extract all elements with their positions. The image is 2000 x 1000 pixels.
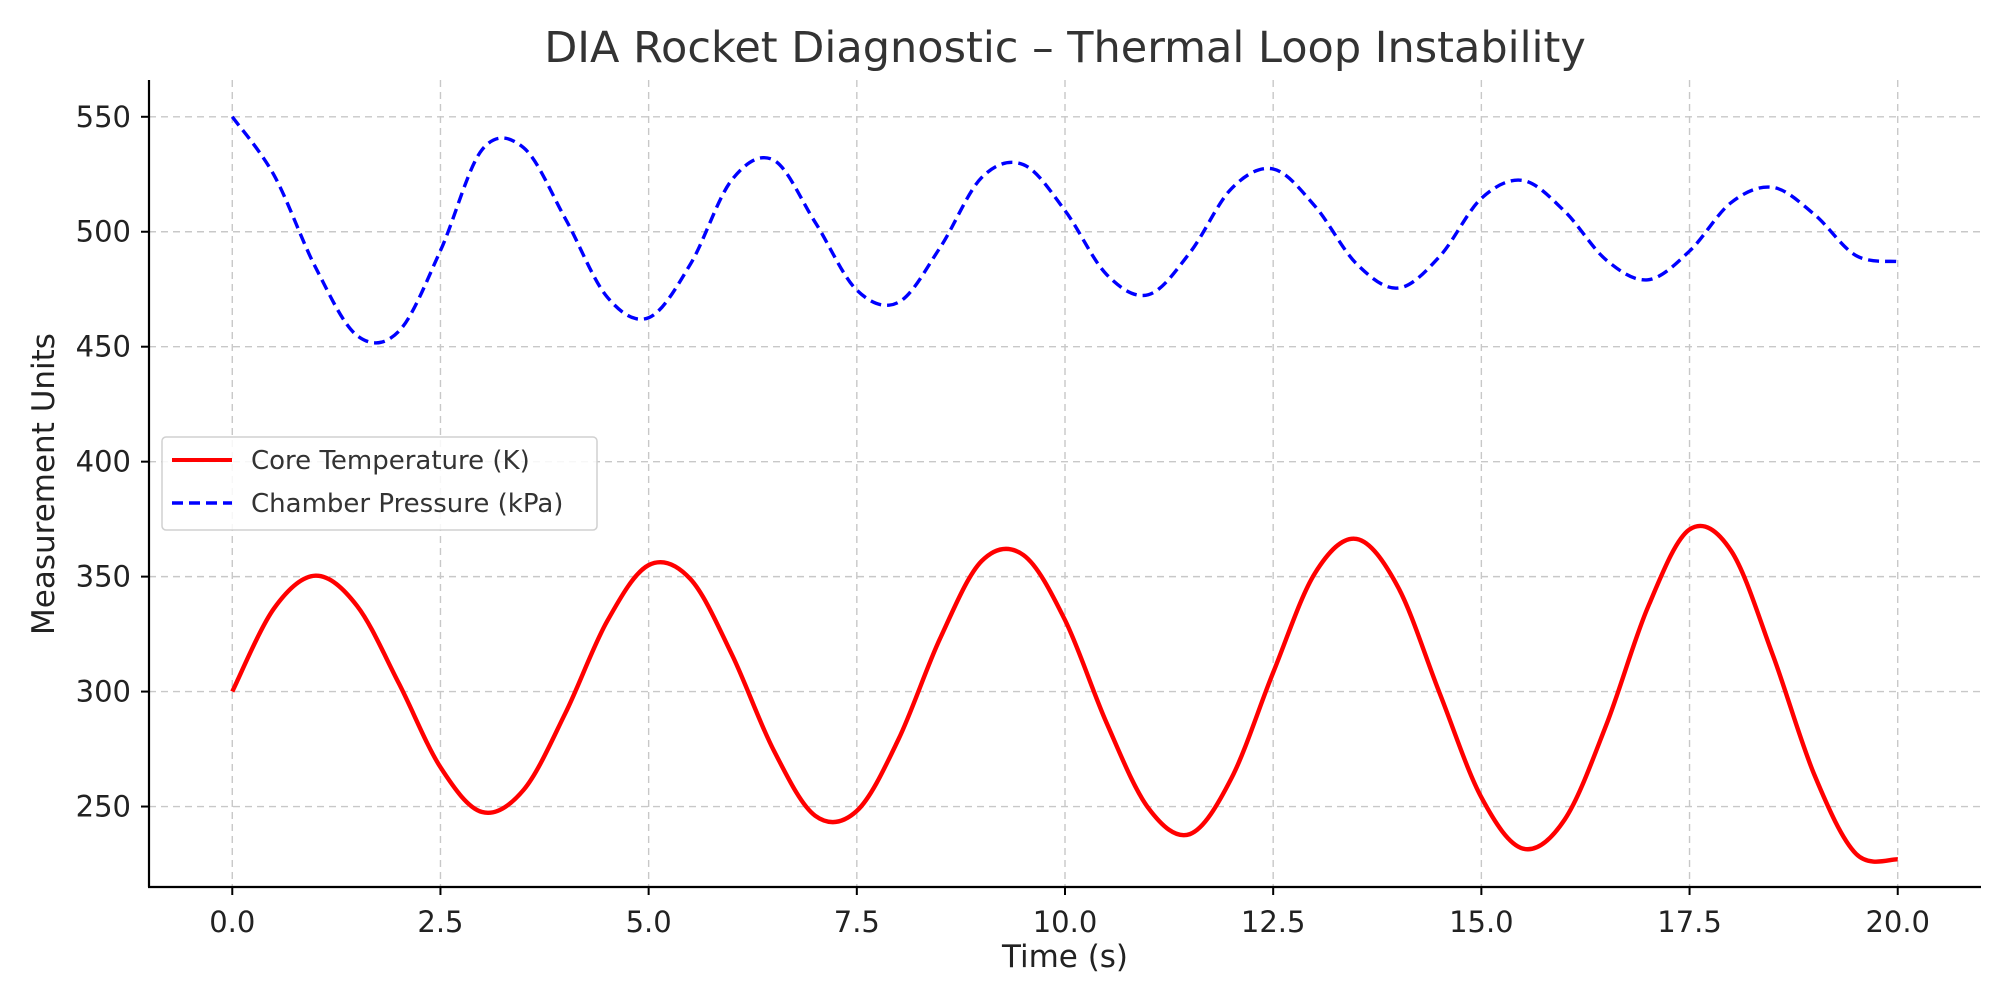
x-tick-label: 20.0 [1865, 905, 1930, 939]
y-tick-label: 400 [76, 445, 131, 479]
grid [149, 80, 1981, 887]
y-axis-label: Measurement Units [26, 333, 62, 635]
x-tick-label: 12.5 [1241, 905, 1306, 939]
x-tick-label: 10.0 [1033, 905, 1098, 939]
legend: Core Temperature (K) Chamber Pressure (k… [161, 436, 598, 531]
plot-area [230, 115, 1899, 864]
y-tick-label: 550 [76, 100, 131, 134]
legend-label-core-temperature: Core Temperature (K) [251, 446, 530, 476]
y-tick-label: 450 [76, 330, 131, 364]
y-tick-label: 300 [76, 675, 131, 709]
legend-label-chamber-pressure: Chamber Pressure (kPa) [251, 489, 563, 519]
y-tick-label: 500 [76, 215, 131, 249]
y-tick-label: 350 [76, 560, 131, 594]
series-line-chamber-pressure [230, 115, 1898, 345]
x-tick-label: 5.0 [626, 905, 672, 939]
x-tick-label: 15.0 [1449, 905, 1514, 939]
x-axis-label: Time (s) [1001, 939, 1128, 975]
x-tick-label: 0.0 [209, 905, 255, 939]
x-ticks: 0.0 2.5 5.0 7.5 10.0 12.5 15.0 17.5 20.0 [209, 887, 1930, 939]
x-tick-label: 7.5 [834, 905, 880, 939]
series-line-core-temperature [230, 523, 1899, 864]
y-tick-label: 250 [76, 790, 131, 824]
y-ticks: 250 300 350 400 450 500 550 [76, 100, 149, 824]
legend-frame [161, 436, 598, 531]
x-tick-label: 17.5 [1657, 905, 1722, 939]
x-tick-label: 2.5 [417, 905, 463, 939]
chart-title: DIA Rocket Diagnostic – Thermal Loop Ins… [544, 23, 1586, 73]
